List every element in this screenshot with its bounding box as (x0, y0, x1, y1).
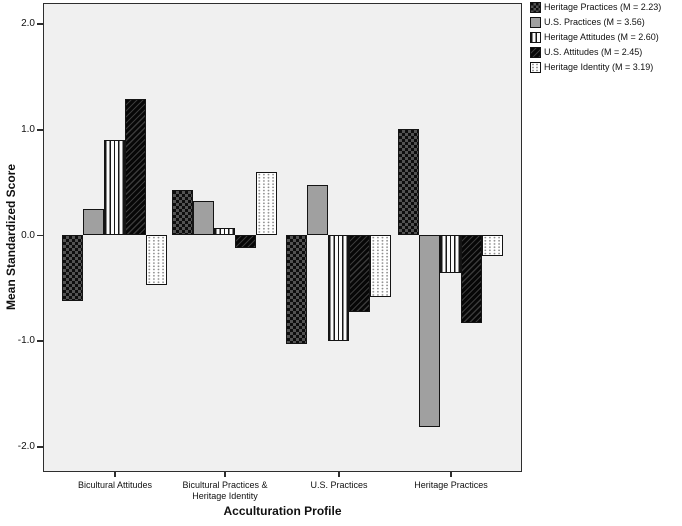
y-tick-mark (37, 23, 43, 25)
legend-item: Heritage Identity (M = 3.19) (530, 62, 661, 73)
y-tick-label: 0.0 (21, 229, 35, 241)
x-tick-mark (224, 472, 226, 477)
x-category-label: U.S. Practices (310, 480, 368, 490)
bar-dotted-1 (256, 171, 277, 235)
bar-dotted-2 (370, 235, 391, 298)
legend-label: Heritage Identity (M = 3.19) (544, 62, 654, 72)
legend-item: Heritage Attitudes (M = 2.60) (530, 32, 661, 43)
legend-swatch-dotted-icon (530, 62, 541, 73)
bar-vertical-lines-1 (214, 227, 235, 235)
legend-swatch-diagonal-dark-icon (530, 47, 541, 58)
x-category-label: Bicultural Attitudes (77, 480, 153, 490)
bar-checker-0 (62, 235, 83, 301)
bar-diagonal-dark-0 (125, 98, 146, 235)
bar-checker-1 (172, 189, 193, 235)
bar-diagonal-dark-2 (349, 235, 370, 313)
legend-item: U.S. Practices (M = 3.56) (530, 17, 661, 28)
bar-checker-2 (286, 235, 307, 344)
y-tick-mark (37, 234, 43, 237)
legend-swatch-checker-icon (530, 2, 541, 13)
bar-solid-gray-3 (419, 235, 440, 428)
bar-vertical-lines-3 (440, 235, 461, 274)
bar-solid-gray-1 (193, 201, 214, 235)
bar-vertical-lines-2 (328, 235, 349, 341)
legend-label: Heritage Attitudes (M = 2.60) (544, 32, 659, 42)
legend-swatch-vertical-lines-icon (530, 32, 541, 43)
x-category-label: Bicultural Practices & Heritage Identity (182, 480, 268, 501)
y-tick-label: -1.0 (17, 335, 35, 347)
y-tick-mark (37, 446, 43, 448)
legend-label: Heritage Practices (M = 2.23) (544, 2, 662, 12)
y-tick-mark (37, 129, 43, 131)
plot-area (43, 3, 522, 472)
bar-diagonal-dark-3 (461, 235, 482, 323)
x-axis-title: Acculturation Profile (223, 504, 342, 518)
bar-vertical-lines-0 (104, 139, 125, 235)
bar-dotted-3 (482, 235, 503, 257)
legend-swatch-solid-gray-icon (530, 17, 541, 28)
bar-solid-gray-2 (307, 185, 328, 235)
y-tick-label: -2.0 (17, 440, 35, 452)
legend-item: Heritage Practices (M = 2.23) (530, 2, 661, 13)
legend-label: U.S. Practices (M = 3.56) (544, 17, 645, 27)
y-tick-label: 1.0 (21, 123, 35, 135)
y-tick-label: 2.0 (21, 18, 35, 30)
x-category-label: Heritage Practices (414, 480, 488, 490)
x-tick-mark (338, 472, 340, 477)
bar-solid-gray-0 (83, 208, 104, 235)
bar-checker-3 (398, 129, 419, 235)
x-tick-mark (114, 472, 116, 477)
y-tick-mark (37, 340, 43, 342)
bar-dotted-0 (146, 235, 167, 285)
bar-diagonal-dark-1 (235, 235, 256, 248)
legend-item: U.S. Attitudes (M = 2.45) (530, 47, 661, 58)
legend: Heritage Practices (M = 2.23) U.S. Practi… (530, 2, 661, 77)
legend-label: U.S. Attitudes (M = 2.45) (544, 47, 643, 57)
x-tick-mark (450, 472, 452, 477)
